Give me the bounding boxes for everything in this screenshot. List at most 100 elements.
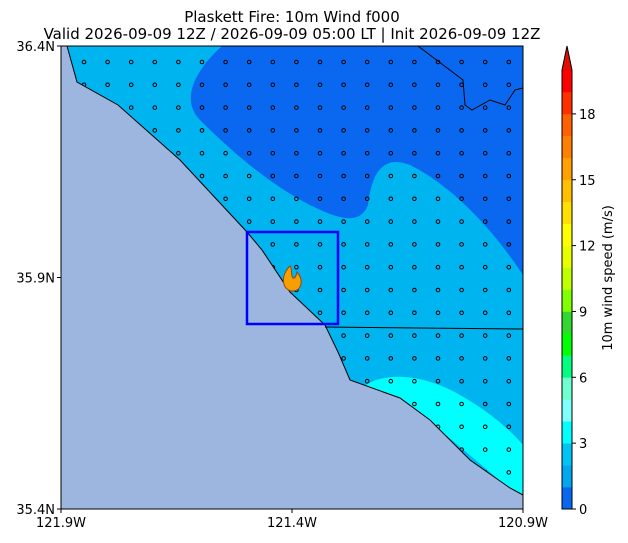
state-line <box>417 46 523 111</box>
colorbar-band <box>562 399 572 422</box>
wind-marker <box>482 196 488 202</box>
wind-marker <box>388 196 394 202</box>
colorbar-band <box>562 223 572 246</box>
wind-field-low <box>190 46 523 275</box>
colorbar-band <box>562 421 572 444</box>
colorbar-tick-label: 0 <box>579 503 587 518</box>
wind-marker <box>388 59 394 65</box>
colorbar-band <box>562 355 572 378</box>
colorbar-tick-label: 3 <box>579 437 587 452</box>
wind-marker <box>270 219 276 224</box>
wind-marker <box>364 219 370 224</box>
wind-marker <box>246 128 252 133</box>
wind-marker <box>531 174 535 178</box>
x-tick-label: 121.9W <box>36 516 86 531</box>
wind-marker <box>435 333 441 338</box>
colorbar-band <box>562 113 572 137</box>
wind-marker <box>294 59 299 65</box>
wind-marker <box>531 402 535 406</box>
wind-marker <box>246 173 252 179</box>
wind-marker <box>105 59 110 65</box>
wind-marker <box>482 105 488 110</box>
colorbar-band <box>562 135 572 159</box>
wind-marker <box>531 493 535 497</box>
wind-marker <box>531 220 535 224</box>
wind-marker <box>199 105 205 110</box>
wind-marker <box>364 150 370 156</box>
wind-marker <box>341 128 346 133</box>
y-tick-label: 36.4N <box>16 40 55 55</box>
wind-marker <box>246 59 252 65</box>
wind-marker <box>506 105 512 110</box>
wind-marker <box>435 264 441 270</box>
wind-marker <box>412 356 417 361</box>
colorbar-frame <box>561 45 573 510</box>
wind-marker <box>482 401 488 407</box>
wind-marker <box>506 470 512 475</box>
wind-marker <box>128 82 134 88</box>
wind-marker <box>531 379 535 383</box>
wind-marker <box>482 424 488 430</box>
wind-marker <box>531 311 535 315</box>
wind-marker <box>435 105 441 110</box>
wind-marker <box>459 378 464 384</box>
wind-marker <box>459 173 464 179</box>
wind-marker <box>364 287 370 293</box>
wind-marker <box>506 128 512 133</box>
wind-marker <box>482 128 488 133</box>
wind-marker <box>531 471 535 475</box>
map <box>61 46 535 509</box>
wind-marker <box>246 150 252 156</box>
wind-marker <box>435 378 441 384</box>
wind-marker <box>364 333 370 338</box>
wind-marker <box>317 264 323 270</box>
x-tick-label: 120.9W <box>498 516 548 531</box>
wind-marker <box>482 333 488 338</box>
wind-marker <box>341 59 346 65</box>
wind-marker <box>270 82 276 88</box>
wind-marker <box>223 59 228 65</box>
wind-marker <box>364 378 370 384</box>
wind-marker <box>482 310 488 316</box>
wind-marker <box>531 151 535 155</box>
wind-marker <box>388 287 394 293</box>
wind-marker <box>270 128 276 133</box>
wind-marker <box>317 196 323 202</box>
wind-marker <box>317 59 323 65</box>
wind-marker <box>531 129 535 133</box>
wind-marker <box>506 424 512 430</box>
wind-marker <box>388 82 394 88</box>
wind-marker <box>388 242 394 247</box>
land <box>61 46 523 509</box>
wind-marker <box>294 82 299 88</box>
wind-marker <box>412 150 417 156</box>
wind-marker <box>506 242 512 247</box>
wind-marker <box>435 150 441 156</box>
x-tick-label: 121.4W <box>267 516 317 531</box>
wind-marker <box>246 219 252 224</box>
wind-marker <box>294 105 299 110</box>
wind-marker <box>482 219 488 224</box>
colorbar-band <box>562 487 572 510</box>
wind-marker <box>128 105 134 110</box>
wind-marker <box>152 105 158 110</box>
y-tick-label: 35.9N <box>16 272 55 287</box>
wind-marker <box>223 150 228 156</box>
wind-marker <box>270 59 276 65</box>
wind-marker <box>270 242 276 247</box>
county-line <box>324 326 523 330</box>
wind-marker <box>364 310 370 316</box>
wind-marker <box>482 264 488 270</box>
wind-marker <box>294 264 299 270</box>
wind-marker <box>341 287 346 293</box>
wind-marker <box>199 59 205 65</box>
wind-marker <box>341 219 346 224</box>
wind-marker <box>246 82 252 88</box>
wind-marker <box>482 82 488 88</box>
wind-marker <box>435 242 441 247</box>
wind-marker <box>364 173 370 179</box>
wind-marker <box>506 287 512 293</box>
fire-icon <box>283 265 302 292</box>
wind-marker <box>412 105 417 110</box>
